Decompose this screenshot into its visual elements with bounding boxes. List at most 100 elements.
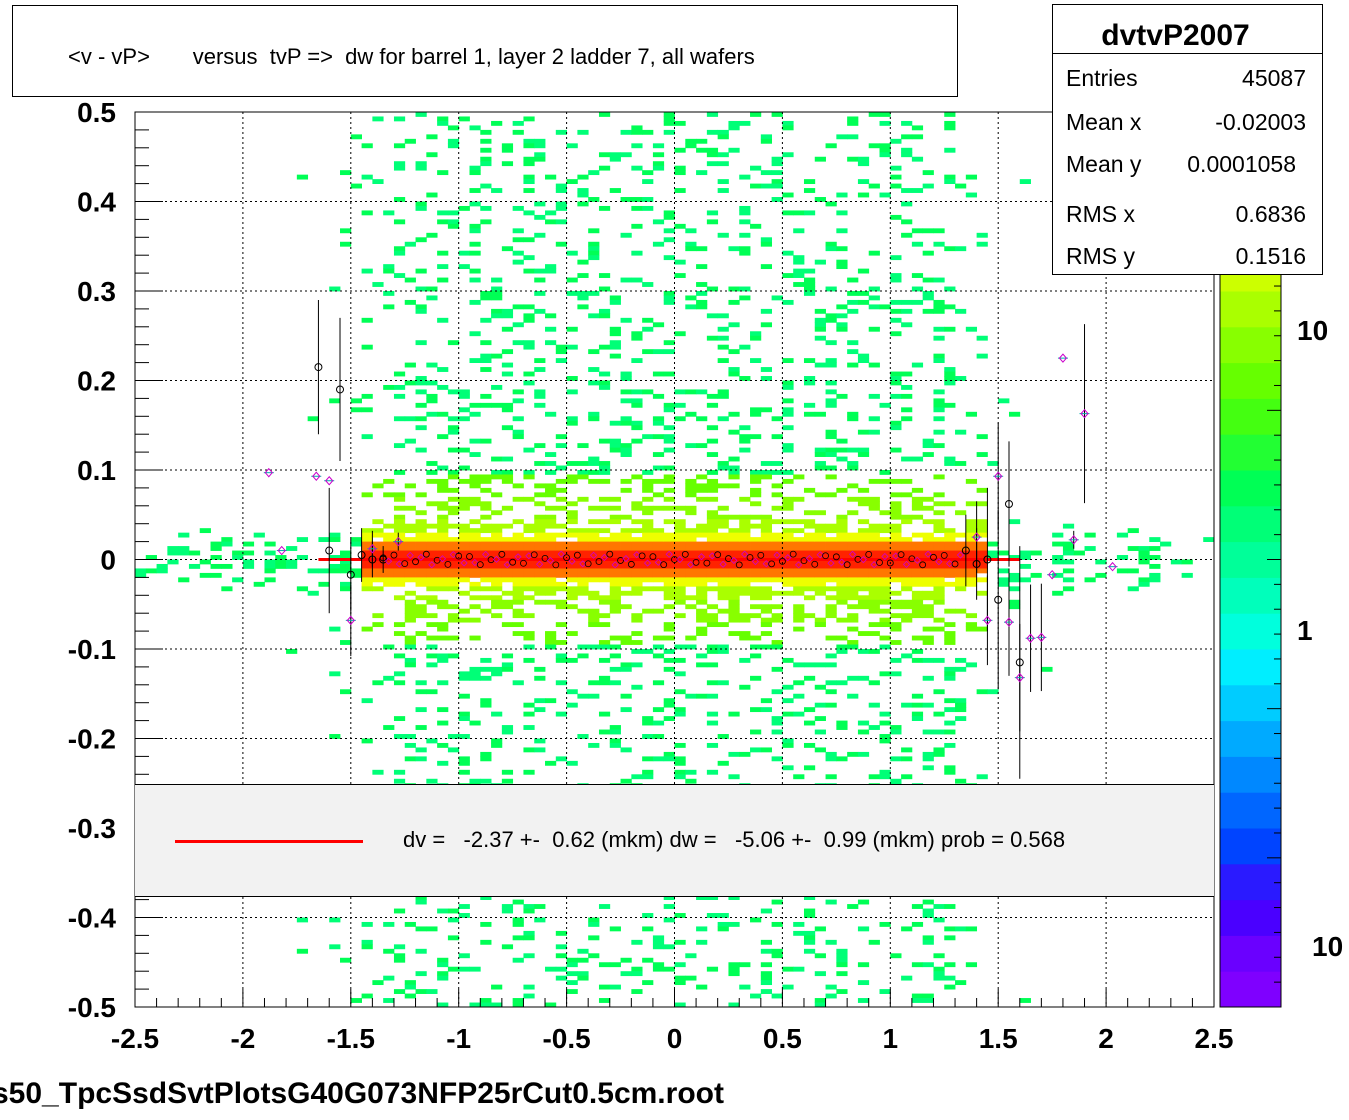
heatmap-cell	[771, 197, 783, 202]
heatmap-cell	[469, 586, 481, 592]
heatmap-cell	[879, 989, 891, 994]
heatmap-cell	[674, 913, 686, 918]
heatmap-cell	[404, 277, 416, 283]
heatmap-cell	[534, 358, 546, 363]
heatmap-cell	[911, 125, 924, 131]
heatmap-cell	[620, 572, 632, 578]
heatmap-cell	[512, 921, 524, 927]
heatmap-cell	[620, 590, 632, 596]
heatmap-cell	[782, 380, 794, 386]
heatmap-cell	[771, 577, 783, 583]
heatmap-cell	[393, 778, 406, 784]
heatmap-cell	[944, 962, 956, 968]
heatmap-cell	[922, 939, 934, 945]
heatmap-cell	[491, 572, 503, 578]
heatmap-cell	[188, 563, 201, 569]
heatmap-cell	[372, 980, 384, 986]
heatmap-cell	[523, 563, 535, 569]
heatmap-cell	[501, 662, 514, 668]
heatmap-cell	[750, 613, 762, 619]
heatmap-cell	[393, 546, 406, 551]
heatmap-cell	[458, 559, 470, 565]
heatmap-cell	[706, 966, 719, 972]
heatmap-cell	[577, 537, 589, 542]
heatmap-cell	[814, 998, 826, 1003]
heatmap-cell	[566, 541, 578, 547]
heatmap-cell	[1149, 572, 1161, 578]
heatmap-cell	[642, 541, 654, 547]
heatmap-cell	[491, 738, 503, 744]
heatmap-cell	[836, 259, 848, 265]
heatmap-cell	[955, 608, 967, 614]
heatmap-cell	[771, 519, 783, 525]
heatmap-cell	[803, 765, 816, 771]
heatmap-cell	[609, 496, 621, 502]
heatmap-cell	[447, 550, 460, 556]
heatmap-cell	[469, 546, 481, 551]
heatmap-cell	[847, 483, 859, 489]
heatmap-cell	[771, 295, 783, 301]
heatmap-cell	[847, 559, 859, 565]
heatmap-cell	[739, 537, 751, 542]
heatmap-cell	[760, 528, 773, 534]
heatmap-cell	[652, 653, 665, 659]
heatmap-cell	[760, 550, 773, 556]
heatmap-cell	[933, 966, 945, 972]
heatmap-cell	[340, 689, 352, 695]
heatmap-cell	[879, 617, 891, 623]
dw-point	[805, 554, 813, 562]
heatmap-cell	[307, 416, 319, 422]
heatmap-cell	[976, 434, 988, 440]
heatmap-cell	[933, 711, 945, 717]
heatmap-cell	[426, 926, 438, 932]
heatmap-cell	[437, 537, 449, 542]
heatmap-cell	[944, 729, 956, 735]
heatmap-cells	[135, 112, 1215, 1008]
heatmap-cell	[685, 550, 697, 556]
heatmap-cell	[685, 143, 697, 149]
dv-point	[951, 560, 959, 568]
heatmap-cell	[696, 559, 708, 565]
heatmap-cell	[750, 487, 762, 493]
heatmap-cell	[577, 693, 589, 699]
heatmap-cell	[566, 514, 578, 520]
heatmap-cell	[458, 264, 470, 270]
heatmap-cell	[545, 698, 557, 704]
heatmap-cell	[393, 197, 406, 202]
dw-point	[503, 561, 511, 569]
heatmap-cell	[901, 555, 913, 560]
heatmap-cell	[566, 604, 578, 610]
heatmap-cell	[469, 550, 481, 556]
heatmap-cell	[383, 577, 395, 583]
heatmap-cell	[944, 304, 956, 310]
heatmap-cell	[404, 734, 416, 739]
heatmap-cell	[674, 416, 686, 422]
dw-point	[676, 555, 684, 564]
heatmap-cell	[361, 993, 373, 999]
heatmap-cell	[652, 322, 665, 328]
heatmap-cell	[706, 577, 719, 583]
heatmap-cell	[857, 156, 870, 162]
stats-label: Mean x	[1066, 109, 1142, 135]
heatmap-cell	[609, 447, 621, 453]
heatmap-cell	[372, 483, 384, 489]
heatmap-cell	[372, 546, 384, 551]
heatmap-cell	[663, 402, 675, 408]
heatmap-cell	[598, 644, 611, 650]
heatmap-cell	[458, 760, 470, 766]
heatmap-cell	[545, 599, 557, 605]
heatmap-cell	[1138, 555, 1150, 560]
heatmap-cell	[685, 532, 697, 538]
heatmap-cell	[588, 644, 600, 650]
heatmap-cell	[944, 666, 956, 672]
heatmap-cell	[674, 980, 686, 986]
heatmap-cell	[944, 246, 956, 252]
heatmap-cell	[404, 299, 416, 305]
heatmap-cell	[663, 895, 675, 900]
heatmap-cell	[523, 769, 535, 775]
heatmap-cell	[350, 541, 362, 547]
heatmap-cell	[588, 519, 600, 525]
heatmap-cell	[404, 756, 416, 762]
heatmap-cell	[264, 563, 276, 569]
heatmap-cell	[782, 478, 794, 484]
